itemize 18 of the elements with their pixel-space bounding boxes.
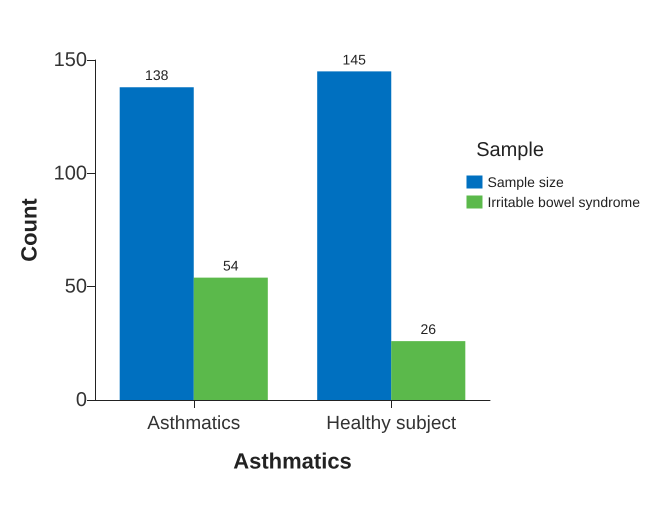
bar	[317, 71, 392, 400]
y-tick-label: 100	[54, 162, 87, 184]
data-label: 138	[145, 67, 169, 84]
legend-title: Sample	[476, 139, 544, 161]
data-label: 145	[342, 51, 366, 68]
y-axis-title: Count	[16, 198, 42, 262]
y-tick-label: 0	[76, 389, 87, 411]
x-tick-label: Healthy subject	[326, 413, 457, 434]
y-tick-label: 150	[54, 49, 87, 71]
data-label: 26	[420, 321, 436, 338]
bar	[120, 87, 194, 400]
legend-label: Irritable bowel syndrome	[487, 194, 640, 210]
bar	[391, 341, 466, 400]
legend-label: Sample size	[487, 174, 564, 190]
bar	[194, 278, 268, 400]
y-tick-label: 50	[64, 276, 87, 298]
x-axis-title: Asthmatics	[233, 448, 352, 474]
data-label: 54	[222, 258, 239, 274]
